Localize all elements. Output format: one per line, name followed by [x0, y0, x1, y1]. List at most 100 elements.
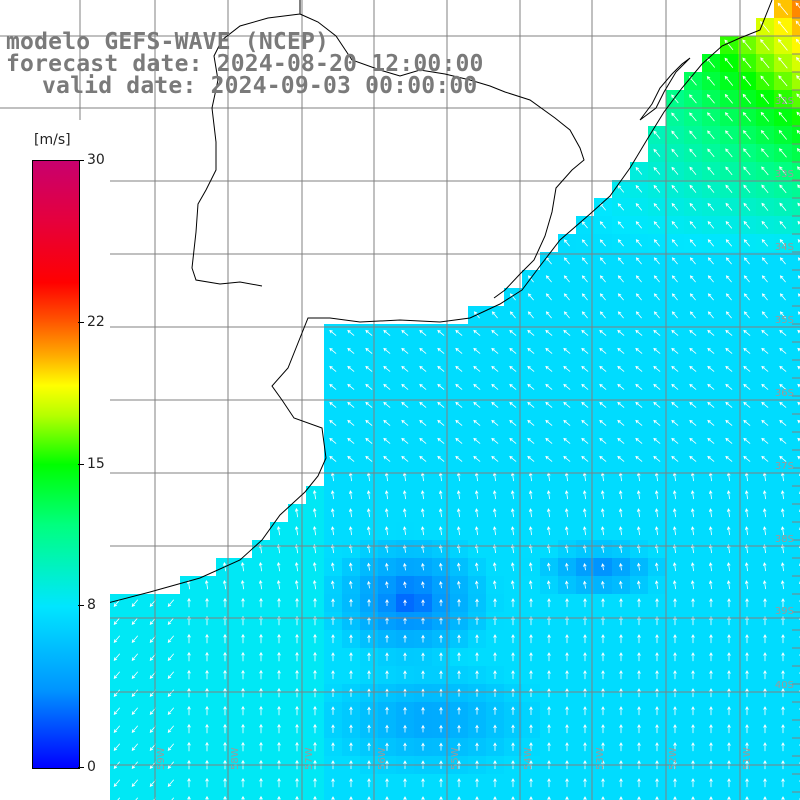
- wind-arrow: [385, 706, 389, 715]
- wind-arrow: [313, 795, 317, 800]
- wind-arrow: [743, 202, 751, 211]
- wind-arrow: [777, 38, 788, 51]
- wind-arrow: [709, 634, 713, 644]
- wind-arrow: [778, 93, 788, 105]
- wind-arrow: [781, 796, 785, 800]
- wind-arrow: [707, 130, 715, 140]
- wind-arrow: [671, 329, 679, 336]
- wind-arrow: [671, 184, 679, 193]
- wind-arrow: [689, 293, 696, 301]
- wind-arrow: [795, 38, 800, 45]
- wind-arrow: [763, 652, 767, 662]
- wind-arrow: [437, 419, 445, 426]
- wind-arrow: [689, 329, 697, 336]
- wind-arrow: [330, 508, 335, 518]
- wind-arrow: [545, 437, 553, 444]
- speed-cell: [558, 792, 577, 800]
- wind-arrow: [742, 39, 752, 51]
- wind-arrow: [475, 652, 479, 662]
- wind-arrow: [635, 166, 643, 175]
- wind-arrow: [312, 507, 317, 518]
- wind-arrow: [457, 670, 461, 679]
- wind-arrow: [385, 652, 389, 661]
- wind-arrow: [492, 508, 497, 518]
- wind-arrow: [529, 706, 533, 715]
- wind-arrow: [796, 148, 800, 153]
- speed-cell: [792, 270, 800, 289]
- wind-arrow: [635, 293, 642, 301]
- wind-arrow: [329, 365, 337, 372]
- wind-arrow: [601, 598, 605, 608]
- wind-arrow: [401, 383, 409, 390]
- wind-arrow: [349, 796, 353, 800]
- wind-arrow: [492, 526, 497, 536]
- wind-arrow: [778, 111, 788, 122]
- wind-arrow: [744, 490, 749, 500]
- wind-arrow: [167, 689, 175, 697]
- wind-arrow: [635, 419, 643, 426]
- wind-arrow: [167, 635, 175, 643]
- wind-arrow: [671, 202, 679, 211]
- wind-arrow: [725, 347, 733, 354]
- wind-arrow: [619, 652, 623, 662]
- wind-arrow: [743, 293, 750, 301]
- wind-arrow: [113, 671, 121, 679]
- wind-arrow: [241, 669, 245, 680]
- wind-arrow: [583, 796, 587, 800]
- wind-arrow: [473, 329, 481, 336]
- wind-arrow: [796, 56, 800, 63]
- longitude-label: 57W: [304, 747, 315, 770]
- speed-cell: [792, 432, 800, 451]
- speed-cell: [684, 792, 703, 800]
- wind-arrow: [655, 742, 659, 752]
- wind-arrow: [241, 597, 245, 608]
- wind-arrow: [725, 257, 732, 265]
- wind-arrow: [707, 202, 715, 211]
- speed-cell: [792, 576, 800, 595]
- wind-arrow: [457, 634, 461, 643]
- wind-arrow: [527, 401, 535, 408]
- wind-arrow: [779, 166, 787, 176]
- speed-cell: [540, 792, 559, 800]
- wind-arrow: [240, 579, 245, 590]
- wind-arrow: [348, 490, 353, 500]
- wind-arrow: [707, 401, 715, 408]
- wind-arrow: [204, 579, 209, 590]
- wind-arrow: [795, 2, 800, 9]
- latitude-label: 40S: [775, 680, 794, 691]
- wind-arrow: [780, 508, 785, 518]
- title-model: modelo GEFS-WAVE (NCEP): [6, 29, 330, 55]
- wind-arrow: [171, 797, 175, 800]
- wind-arrow: [653, 347, 661, 354]
- wind-arrow: [617, 383, 625, 390]
- wind-arrow: [636, 508, 641, 518]
- wind-arrow: [583, 706, 587, 716]
- wind-arrow: [349, 670, 353, 680]
- wind-arrow: [383, 329, 391, 336]
- wind-arrow: [403, 670, 407, 679]
- wind-arrow: [617, 419, 625, 426]
- wind-arrow: [421, 778, 425, 788]
- wind-arrow: [779, 220, 787, 229]
- speed-cell: [792, 18, 800, 37]
- wind-arrow: [727, 742, 731, 752]
- speed-cell: [756, 792, 775, 800]
- wind-arrow: [618, 508, 623, 518]
- wind-arrow: [547, 796, 551, 800]
- wind-arrow: [690, 580, 695, 590]
- wind-arrow: [742, 93, 752, 104]
- wind-arrow: [403, 652, 407, 661]
- wind-arrow: [725, 148, 733, 158]
- wind-arrow: [691, 688, 695, 698]
- wind-arrow: [258, 561, 263, 572]
- wind-arrow: [295, 723, 299, 734]
- wind-arrow: [474, 490, 479, 500]
- wind-arrow: [743, 311, 750, 319]
- wind-arrow: [707, 148, 715, 158]
- wind-arrow: [511, 724, 515, 733]
- longitude-label: 58W: [230, 747, 241, 770]
- wind-arrow: [655, 796, 659, 800]
- wind-arrow: [131, 725, 139, 733]
- speed-cell: [792, 378, 800, 397]
- wind-arrow: [725, 239, 733, 247]
